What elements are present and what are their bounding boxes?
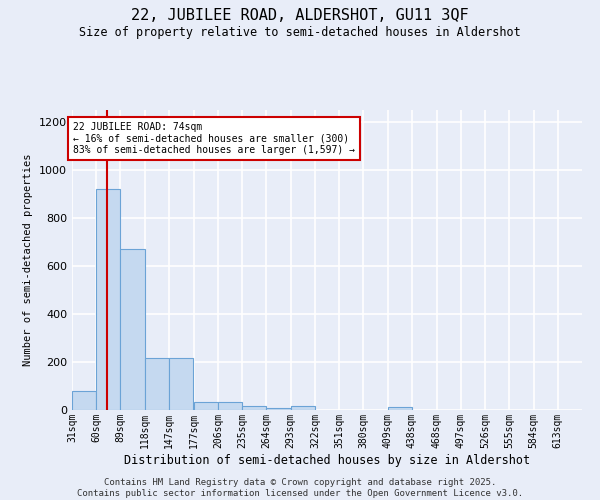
X-axis label: Distribution of semi-detached houses by size in Aldershot: Distribution of semi-detached houses by …	[124, 454, 530, 466]
Text: 22 JUBILEE ROAD: 74sqm
← 16% of semi-detached houses are smaller (300)
83% of se: 22 JUBILEE ROAD: 74sqm ← 16% of semi-det…	[73, 122, 355, 155]
Bar	[218, 402, 242, 410]
Bar	[266, 408, 290, 410]
Bar	[72, 391, 96, 410]
Bar	[145, 358, 169, 410]
Text: Contains HM Land Registry data © Crown copyright and database right 2025.
Contai: Contains HM Land Registry data © Crown c…	[77, 478, 523, 498]
Text: Size of property relative to semi-detached houses in Aldershot: Size of property relative to semi-detach…	[79, 26, 521, 39]
Bar	[290, 406, 315, 410]
Bar	[194, 402, 218, 410]
Text: 22, JUBILEE ROAD, ALDERSHOT, GU11 3QF: 22, JUBILEE ROAD, ALDERSHOT, GU11 3QF	[131, 8, 469, 22]
Bar	[96, 189, 121, 410]
Bar	[242, 406, 266, 410]
Bar	[121, 249, 145, 410]
Y-axis label: Number of semi-detached properties: Number of semi-detached properties	[23, 154, 34, 366]
Bar	[388, 407, 412, 410]
Bar	[169, 358, 193, 410]
